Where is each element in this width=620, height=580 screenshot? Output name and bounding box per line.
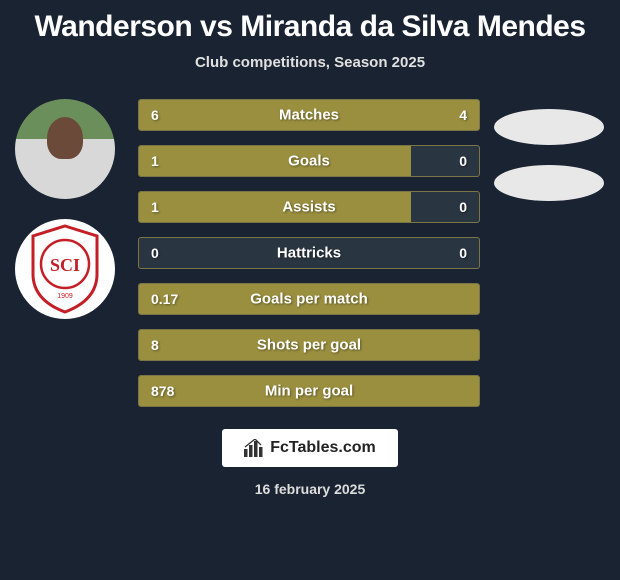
stat-label: Goals [288, 153, 330, 170]
stat-value-right: 0 [459, 153, 467, 169]
stat-label: Shots per goal [257, 337, 361, 354]
stat-value-left: 1 [151, 153, 159, 169]
comparison-content: SCI 1909 6 4 Matches 1 0 Goals 1 0 Assists 0 0 Hatt… [0, 99, 620, 407]
logo-text: FcTables.com [270, 439, 376, 457]
svg-text:1909: 1909 [57, 293, 73, 300]
stat-row: 8 Shots per goal [138, 329, 480, 361]
stat-value-right: 0 [459, 199, 467, 215]
stat-value-left: 1 [151, 199, 159, 215]
stat-row: 6 4 Matches [138, 99, 480, 131]
oval-placeholder [494, 165, 604, 201]
stat-value-right: 0 [459, 245, 467, 261]
stat-row: 1 0 Assists [138, 191, 480, 223]
stat-value-right: 4 [459, 107, 467, 123]
stats-bars: 6 4 Matches 1 0 Goals 1 0 Assists 0 0 Hattricks 0.17… [138, 99, 480, 407]
club-badge-icon: SCI 1909 [25, 224, 105, 314]
stat-label: Matches [279, 107, 339, 124]
player-avatar [15, 99, 115, 199]
page-subtitle: Club competitions, Season 2025 [0, 54, 620, 71]
oval-placeholder [494, 109, 604, 145]
bar-chart-icon [244, 439, 264, 457]
club-badge-avatar: SCI 1909 [15, 219, 115, 319]
stat-value-left: 8 [151, 337, 159, 353]
fctables-logo[interactable]: FcTables.com [222, 429, 398, 467]
stat-value-left: 0 [151, 245, 159, 261]
stat-label: Assists [282, 199, 335, 216]
stat-fill-left [139, 146, 411, 176]
left-avatars: SCI 1909 [10, 99, 120, 319]
stat-row: 0 0 Hattricks [138, 237, 480, 269]
stat-row: 878 Min per goal [138, 375, 480, 407]
stat-label: Hattricks [277, 245, 341, 262]
footer: FcTables.com [0, 429, 620, 467]
stat-value-left: 0.17 [151, 291, 178, 307]
page-title: Wanderson vs Miranda da Silva Mendes [0, 0, 620, 44]
right-ovals [494, 109, 614, 201]
svg-text:SCI: SCI [50, 255, 80, 275]
stat-fill-left [139, 192, 411, 222]
stat-value-left: 878 [151, 383, 174, 399]
stat-row: 1 0 Goals [138, 145, 480, 177]
stat-row: 0.17 Goals per match [138, 283, 480, 315]
stat-label: Min per goal [265, 383, 353, 400]
date-label: 16 february 2025 [0, 481, 620, 497]
stat-value-left: 6 [151, 107, 159, 123]
stat-label: Goals per match [250, 291, 368, 308]
